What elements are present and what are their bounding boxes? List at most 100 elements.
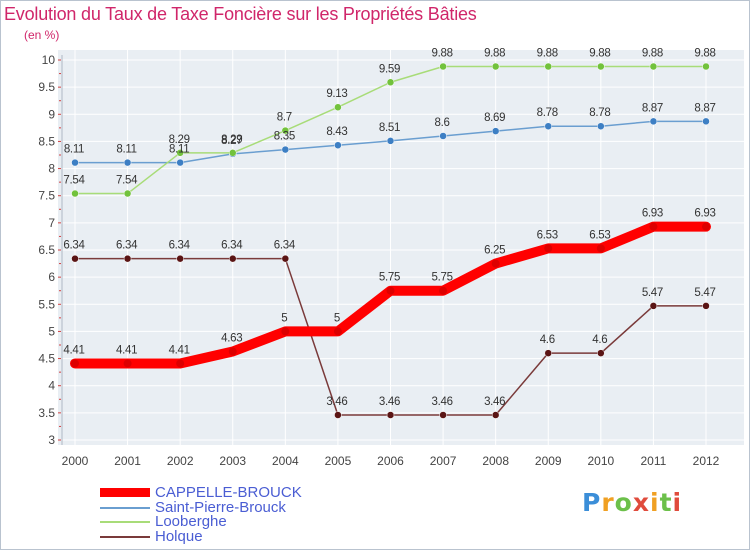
x-tick-label: 2009 <box>535 454 562 468</box>
y-tick-label: 5.5 <box>38 297 55 311</box>
data-point-looberghe <box>176 149 184 157</box>
data-label-looberghe: 9.88 <box>484 48 505 60</box>
data-point-holque <box>71 254 79 263</box>
data-point-holque <box>281 254 290 263</box>
y-tick-label: 9 <box>48 107 55 121</box>
data-point-cappelle-brouck <box>491 259 500 268</box>
data-point-holque <box>597 349 605 357</box>
data-point-looberghe <box>123 189 132 198</box>
data-label-holque: 3.46 <box>484 396 505 408</box>
data-label-looberghe: 8.7 <box>277 112 292 124</box>
data-point-cappelle-brouck <box>649 222 658 231</box>
data-label-looberghe: 8.29 <box>169 134 190 146</box>
x-tick-label: 2000 <box>62 454 89 468</box>
y-tick-label: 7.5 <box>38 189 55 203</box>
data-point-looberghe <box>439 62 447 71</box>
data-label-saint-pierre-brouck: 8.69 <box>484 112 505 124</box>
data-label-saint-pierre-brouck: 8.11 <box>116 144 136 156</box>
data-label-cappelle-brouck: 4.41 <box>169 344 190 356</box>
data-label-saint-pierre-brouck: 8.51 <box>379 122 400 134</box>
data-point-looberghe <box>491 62 500 71</box>
data-point-holque <box>544 349 552 357</box>
data-point-saint-pierre-brouck <box>386 137 395 145</box>
x-tick-label: 2006 <box>377 454 404 468</box>
data-point-cappelle-brouck <box>596 244 605 253</box>
data-point-cappelle-brouck <box>228 347 237 356</box>
data-point-saint-pierre-brouck <box>71 158 79 167</box>
data-point-cappelle-brouck <box>544 244 553 253</box>
data-point-holque <box>229 254 237 263</box>
data-point-saint-pierre-brouck <box>649 117 658 126</box>
data-label-saint-pierre-brouck: 8.78 <box>589 107 610 119</box>
x-tick-label: 2011 <box>641 454 667 468</box>
plot-area <box>58 50 744 445</box>
data-label-looberghe: 7.54 <box>63 175 85 187</box>
data-label-saint-pierre-brouck: 8.6 <box>435 117 450 129</box>
y-tick-label: 9.5 <box>38 80 55 94</box>
data-label-looberghe: 9.88 <box>537 48 558 60</box>
y-tick-label: 4 <box>48 379 55 393</box>
data-point-looberghe <box>334 103 342 111</box>
data-label-holque: 4.6 <box>540 334 555 346</box>
data-point-saint-pierre-brouck <box>597 122 605 130</box>
data-point-looberghe <box>386 78 395 87</box>
x-tick-label: 2002 <box>167 454 194 468</box>
data-point-looberghe <box>597 62 605 71</box>
y-tick-label: 6.5 <box>38 243 55 257</box>
data-label-saint-pierre-brouck: 8.11 <box>169 144 189 156</box>
data-point-looberghe <box>71 189 79 198</box>
data-point-cappelle-brouck <box>333 327 342 336</box>
data-point-cappelle-brouck <box>176 359 185 368</box>
data-point-cappelle-brouck <box>71 359 79 368</box>
data-label-holque: 4.6 <box>592 334 607 346</box>
y-tick-label: 8 <box>48 162 55 176</box>
data-point-holque <box>649 302 658 310</box>
data-label-looberghe: 9.88 <box>694 48 715 60</box>
data-label-holque: 5.47 <box>642 287 663 299</box>
data-point-holque <box>386 411 395 419</box>
x-tick-label: 2001 <box>114 454 141 468</box>
data-label-cappelle-brouck: 5 <box>334 312 340 324</box>
data-label-saint-pierre-brouck: 8.78 <box>537 107 558 119</box>
data-label-looberghe: 8.29 <box>221 134 242 146</box>
data-label-cappelle-brouck: 6.53 <box>589 229 610 241</box>
data-point-saint-pierre-brouck <box>702 117 710 126</box>
x-tick-label: 2005 <box>325 454 352 468</box>
data-label-holque: 3.46 <box>431 396 452 408</box>
y-unit-label: (en %) <box>24 28 60 42</box>
data-label-looberghe: 9.13 <box>326 88 347 100</box>
data-label-holque: 3.46 <box>326 396 347 408</box>
data-label-looberghe: 9.88 <box>431 48 452 60</box>
x-tick-label: 2003 <box>219 454 246 468</box>
data-label-saint-pierre-brouck: 8.11 <box>64 144 84 156</box>
data-point-holque <box>439 411 447 419</box>
chart-title: Evolution du Taux de Taxe Foncière sur l… <box>4 4 477 24</box>
data-label-looberghe: 9.88 <box>642 48 663 60</box>
x-tick-label: 2008 <box>482 454 509 468</box>
data-label-holque: 6.34 <box>221 240 243 252</box>
data-point-holque <box>491 411 500 419</box>
data-label-saint-pierre-brouck: 8.87 <box>642 102 663 114</box>
data-label-holque: 6.34 <box>63 240 85 252</box>
data-point-holque <box>334 411 342 419</box>
data-label-cappelle-brouck: 5.75 <box>431 272 452 284</box>
x-tick-label: 2010 <box>587 454 614 468</box>
data-point-cappelle-brouck <box>439 286 448 295</box>
y-tick-label: 6 <box>48 270 55 284</box>
data-label-holque: 6.34 <box>116 240 138 252</box>
y-tick-label: 8.5 <box>38 134 55 148</box>
y-tick-label: 7 <box>48 216 55 230</box>
data-label-cappelle-brouck: 4.63 <box>221 333 242 345</box>
data-point-saint-pierre-brouck <box>544 122 552 130</box>
data-label-saint-pierre-brouck: 8.87 <box>694 102 715 114</box>
data-point-looberghe <box>544 62 552 71</box>
data-label-holque: 5.47 <box>694 287 715 299</box>
data-label-looberghe: 7.54 <box>116 175 138 187</box>
data-point-cappelle-brouck <box>702 222 710 231</box>
data-label-cappelle-brouck: 6.93 <box>642 208 663 220</box>
data-label-holque: 3.46 <box>379 396 400 408</box>
data-label-cappelle-brouck: 5 <box>281 312 287 324</box>
data-point-looberghe <box>229 149 237 157</box>
data-label-cappelle-brouck: 4.41 <box>116 344 137 356</box>
